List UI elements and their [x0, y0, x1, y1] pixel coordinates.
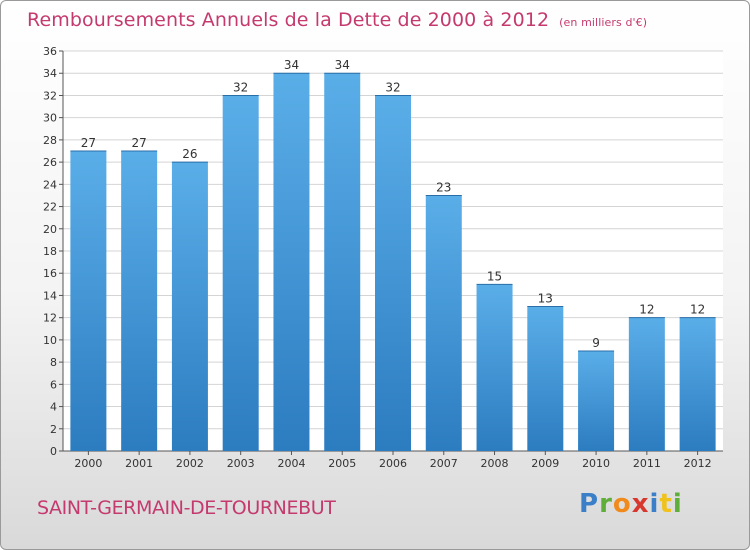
town-name: SAINT-GERMAIN-DE-TOURNEBUT [37, 497, 336, 519]
y-tick-label: 14 [43, 289, 57, 302]
y-tick-label: 12 [43, 312, 57, 325]
y-tick-label: 16 [43, 267, 57, 280]
y-tick-label: 2 [50, 423, 57, 436]
y-tick-label: 36 [43, 45, 57, 58]
data-label: 34 [284, 58, 299, 72]
bar [628, 317, 665, 451]
data-label: 9 [592, 336, 600, 350]
x-tick-label: 2004 [277, 457, 305, 470]
y-tick-label: 0 [50, 445, 57, 458]
bar [222, 95, 259, 451]
x-tick-label: 2003 [227, 457, 255, 470]
bar [375, 95, 411, 451]
y-tick-label: 6 [50, 378, 57, 391]
y-tick-label: 24 [43, 178, 57, 191]
x-tick-label: 2008 [481, 457, 509, 470]
data-label: 13 [538, 292, 553, 306]
y-tick-label: 32 [43, 89, 57, 102]
y-tick-label: 18 [43, 245, 57, 258]
x-tick-label: 2005 [328, 457, 356, 470]
bar [425, 195, 462, 451]
data-label: 12 [690, 303, 705, 317]
data-label: 26 [182, 147, 197, 161]
data-label: 34 [335, 58, 350, 72]
x-tick-label: 2002 [176, 457, 204, 470]
y-tick-label: 10 [43, 334, 57, 347]
x-tick-label: 2007 [430, 457, 458, 470]
bar [324, 73, 361, 451]
chart-subtitle: (en milliers d'€) [559, 16, 648, 29]
data-label: 15 [487, 269, 502, 283]
y-tick-label: 30 [43, 112, 57, 125]
x-tick-label: 2010 [582, 457, 610, 470]
y-tick-label: 34 [43, 67, 57, 80]
x-tick-label: 2000 [74, 457, 102, 470]
bar [578, 351, 615, 451]
data-label: 12 [639, 303, 654, 317]
bar [121, 151, 158, 451]
x-tick-label: 2012 [684, 457, 712, 470]
title-text: Remboursements Annuels de la Dette de 20… [27, 9, 550, 31]
bar [527, 306, 564, 451]
y-tick-label: 22 [43, 201, 57, 214]
data-label: 27 [81, 136, 96, 150]
bar [70, 151, 107, 451]
data-label: 32 [385, 80, 400, 94]
chart-title: Remboursements Annuels de la Dette de 20… [27, 9, 647, 31]
bar [476, 284, 513, 451]
bar [679, 317, 716, 451]
y-tick-label: 20 [43, 223, 57, 236]
y-tick-label: 28 [43, 134, 57, 147]
data-label: 32 [233, 80, 248, 94]
bar [273, 73, 310, 451]
x-tick-label: 2009 [531, 457, 559, 470]
data-label: 27 [132, 136, 147, 150]
x-tick-label: 2006 [379, 457, 407, 470]
proxiti-logo: Proxiti [579, 489, 683, 519]
y-tick-label: 4 [50, 401, 57, 414]
bar [171, 162, 208, 451]
x-tick-label: 2001 [125, 457, 153, 470]
y-tick-label: 26 [43, 156, 57, 169]
y-tick-label: 8 [50, 356, 57, 369]
data-label: 23 [436, 180, 451, 194]
x-tick-label: 2011 [633, 457, 661, 470]
